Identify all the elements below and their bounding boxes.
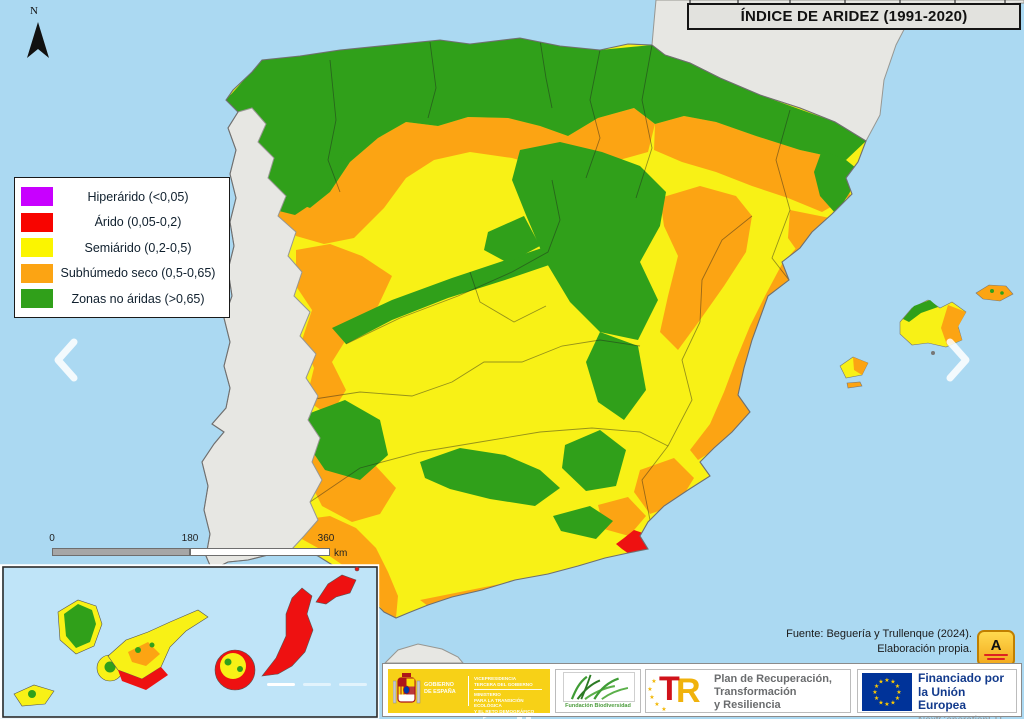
scale-bar-left-segment: [52, 548, 190, 556]
prtr-logo-t: T: [659, 670, 680, 708]
grass-icon: [563, 672, 635, 702]
legend-swatch-arido: [21, 212, 53, 232]
legend-swatch-no-aridas: [21, 289, 53, 308]
attribution: Fuente: Beguería y Trullenque (2024). El…: [700, 627, 972, 657]
scale-tick-180: 180: [181, 533, 199, 544]
legend-item-semiarido: Semiárido (0,2-0,5): [21, 237, 223, 259]
svg-text:★: ★: [647, 686, 652, 693]
badge-small-text: [984, 654, 1008, 656]
svg-text:★: ★: [884, 701, 889, 708]
gobierno-espana-logo: GOBIERNO DE ESPAÑA VICEPRESIDENCIA TERCE…: [388, 669, 550, 714]
vicepresidencia-label: VICEPRESIDENCIA TERCERA DEL GOBIERNO: [474, 676, 533, 687]
scale-unit: km: [334, 548, 348, 559]
carousel-prev-icon[interactable]: [50, 338, 80, 382]
svg-text:★: ★: [874, 683, 879, 690]
svg-text:★: ★: [896, 689, 901, 696]
svg-text:★: ★: [890, 679, 895, 686]
svg-text:★: ★: [895, 695, 900, 702]
scale-bar-right-segment: [190, 548, 330, 556]
svg-text:★: ★: [651, 678, 656, 685]
legend-item-subhumedo: Subhúmedo seco (0,5-0,65): [21, 262, 223, 284]
attribution-source: Fuente: Beguería y Trullenque (2024).: [786, 628, 972, 640]
legend-item-arido: Árido (0,05-0,2): [21, 211, 223, 233]
eu-funding-text: Financiado por la Unión Europea NextGene…: [918, 671, 1016, 719]
ministerio-label: MINISTERIO PARA LA TRANSICIÓN ECOLÓGICA …: [474, 692, 535, 714]
svg-text:★: ★: [649, 694, 654, 701]
recovery-plan-logo: ★ ★ ★ ★ ★ R T Plan de Recuperación, Tran…: [645, 669, 851, 713]
recovery-plan-title: Plan de Recuperación, Transformación y R…: [714, 673, 832, 711]
gov-h-divider: [474, 689, 542, 690]
eu-funding-logo: ★ ★ ★ ★ ★ ★ ★ ★ ★ ★ ★ ★ Financiado por la Unión …: [857, 669, 1017, 719]
legend-swatch-semiarido: [21, 238, 53, 257]
map-title-box: ÍNDICE DE ARIDEZ (1991-2020): [687, 3, 1021, 30]
legend-swatch-hiperarido: [21, 187, 53, 206]
gov-divider: [468, 676, 469, 706]
balearic-islands: [839, 284, 1014, 389]
svg-text:★: ★: [661, 706, 666, 713]
svg-text:★: ★: [895, 683, 900, 690]
prtr-logo-r: R: [676, 672, 701, 710]
next-generation-label: NextGenerationEU: [918, 714, 1016, 719]
page-title: ÍNDICE DE ARIDEZ (1991-2020): [740, 8, 968, 25]
legend-item-no-aridas: Zonas no áridas (>0,65): [21, 288, 223, 310]
svg-text:★: ★: [872, 689, 877, 696]
legend-swatch-subhumedo: [21, 263, 53, 283]
svg-text:★: ★: [874, 695, 879, 702]
spain-coat-of-arms-icon: [393, 673, 421, 704]
gobierno-name: GOBIERNO DE ESPAÑA: [424, 682, 456, 695]
legend-item-hiperarido: Hiperárido (<0,05): [21, 186, 223, 208]
badge-small-text-2: [987, 657, 1005, 660]
canary-inset: [0, 564, 380, 719]
carousel-next-icon[interactable]: [944, 338, 974, 382]
iberian-peninsula: [201, 37, 867, 619]
svg-text:★: ★: [878, 699, 883, 706]
svg-text:★: ★: [890, 699, 895, 706]
admin-boundaries: [307, 39, 791, 521]
footer-logo-bar: GOBIERNO DE ESPAÑA VICEPRESIDENCIA TERCE…: [382, 663, 1022, 719]
svg-text:★: ★: [884, 677, 889, 684]
scale-tick-360: 360: [317, 533, 335, 544]
attribution-own: Elaboración propia.: [877, 643, 972, 655]
eu-flag-icon: ★ ★★ ★★★ ★★★ ★★★: [862, 673, 912, 711]
fundacion-name: Fundación Biodiversidad: [565, 703, 631, 709]
svg-text:★: ★: [878, 679, 883, 686]
scale-tick-0: 0: [49, 533, 55, 544]
accessibility-a-badge: A: [977, 630, 1015, 667]
north-arrow-icon: [27, 22, 49, 58]
slide-indicator-1[interactable]: [267, 683, 295, 686]
north-arrow-label: N: [30, 5, 38, 17]
legend: Hiperárido (<0,05) Árido (0,05-0,2) Semi…: [14, 177, 230, 318]
slide-indicator-3[interactable]: [339, 683, 367, 686]
svg-text:★: ★: [654, 701, 659, 708]
slide-indicator-2[interactable]: [303, 683, 331, 686]
prtr-stars-icon: ★ ★ ★ ★ ★: [647, 678, 666, 713]
fundacion-biodiversidad-logo: Fundación Biodiversidad: [555, 669, 641, 713]
